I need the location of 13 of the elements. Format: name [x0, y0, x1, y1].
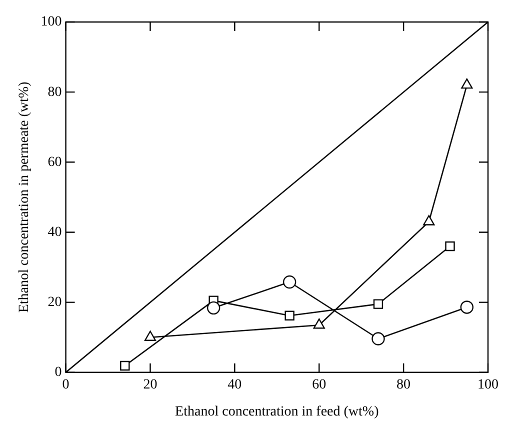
- y-axis-title: Ethanol concentration in permeate (wt%): [17, 81, 32, 313]
- x-tick-label: 20: [143, 377, 158, 392]
- y-tick-label: 40: [48, 224, 62, 240]
- x-tick-label: 80: [396, 377, 411, 392]
- x-axis-title: Ethanol concentration in feed (wt%): [175, 404, 380, 420]
- y-tick-label: 0: [54, 365, 62, 380]
- y-tick-label: 100: [40, 14, 62, 30]
- x-tick-label: 40: [228, 377, 242, 392]
- y-tick-label: 80: [48, 84, 62, 100]
- y-tick-label: 20: [48, 294, 62, 310]
- x-tick-label: 100: [478, 377, 498, 392]
- y-tick-label: 60: [48, 154, 62, 170]
- x-tick-label: 60: [312, 377, 326, 392]
